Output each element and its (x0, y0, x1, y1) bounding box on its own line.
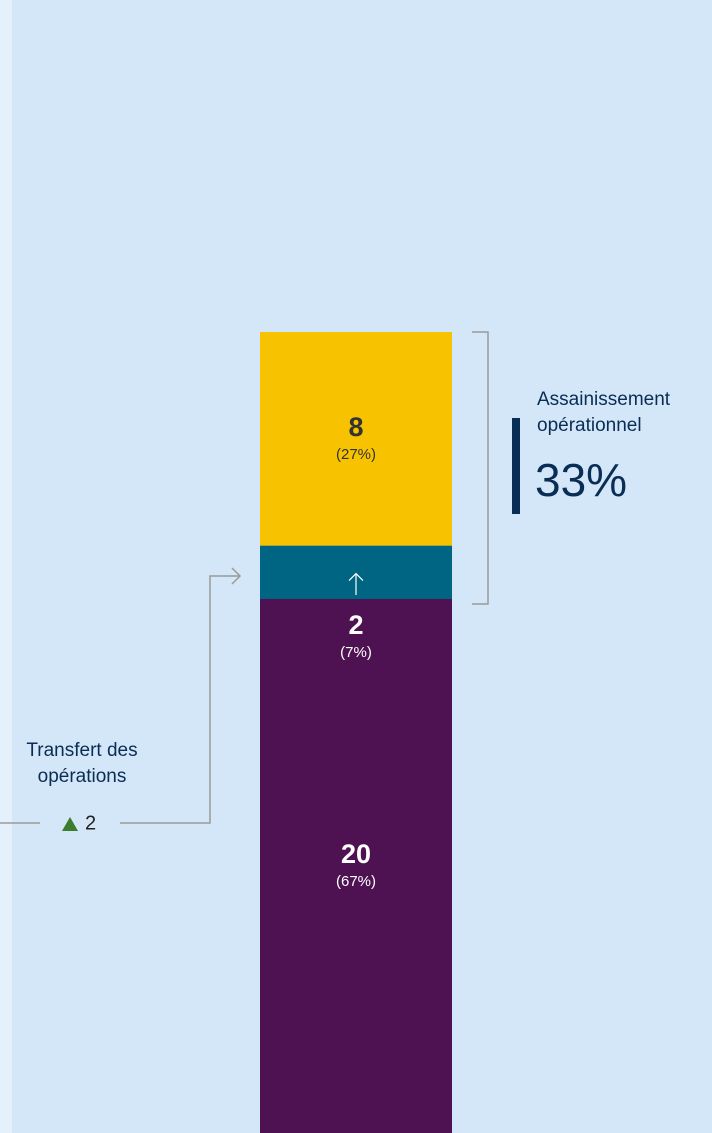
segment-share: (27%) (336, 446, 376, 463)
annotation-line: opérations (38, 766, 127, 787)
bar-segment (260, 332, 452, 546)
transfer-connector (0, 567, 242, 824)
segment-share: (67%) (336, 873, 376, 890)
segment-value: 2 (348, 610, 363, 640)
bracket (472, 331, 489, 605)
pointer-arrow-head (348, 572, 364, 582)
segment-share: (7%) (340, 644, 372, 661)
bar-segment (260, 599, 452, 1133)
accent-bar (512, 418, 520, 514)
up-triangle (62, 817, 78, 831)
segment-value: 8 (348, 412, 363, 442)
annotation-line: Assainissement (537, 389, 671, 410)
annotation-value: 33% (535, 454, 627, 506)
annotation-value: 2 (85, 812, 96, 834)
annotation-line: Transfert des (26, 740, 137, 761)
side-strip (0, 0, 12, 1133)
segment-value: 20 (341, 839, 371, 869)
annotation-line: opérationnel (537, 415, 642, 436)
